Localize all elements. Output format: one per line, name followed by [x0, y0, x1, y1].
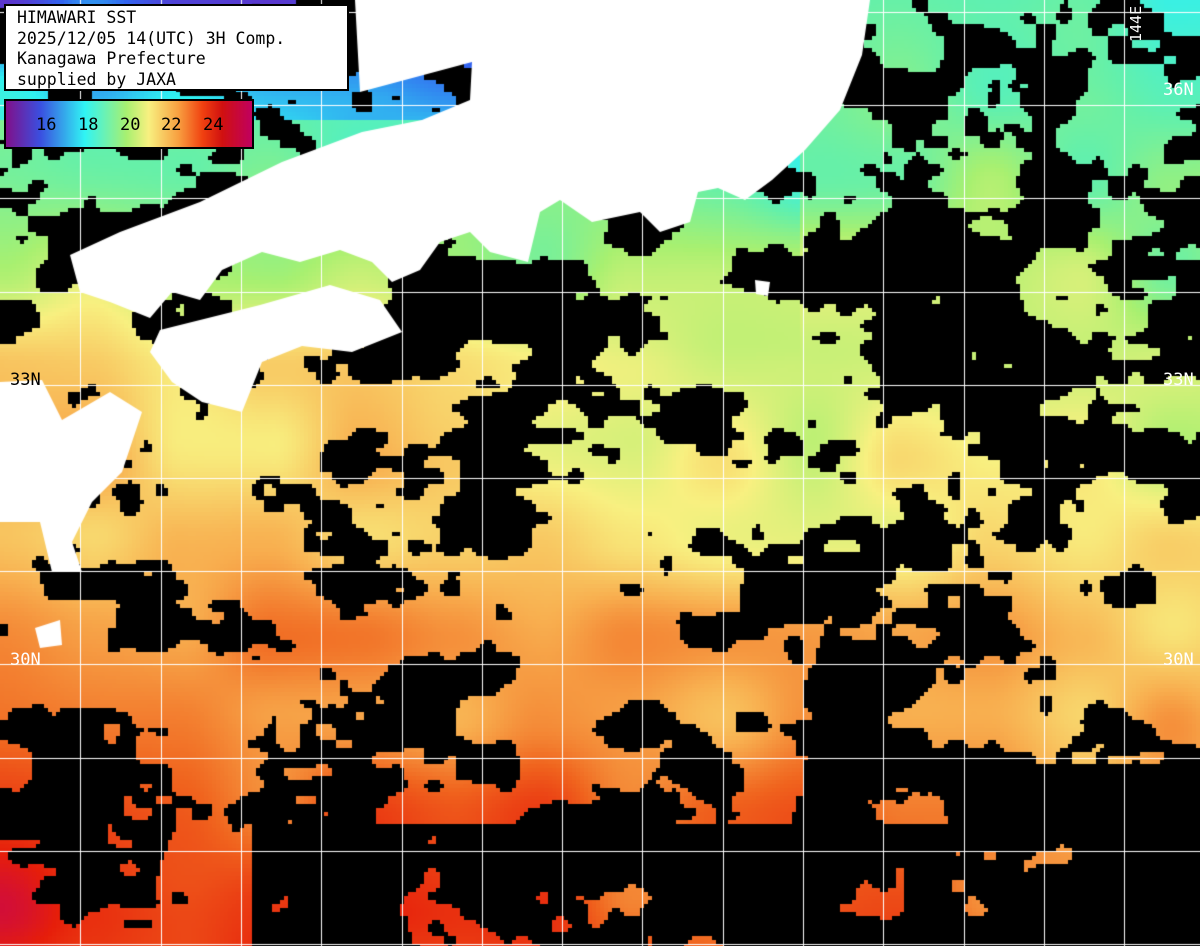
color-scale-legend: 16 18 20 22 24: [4, 99, 254, 149]
credit-line: supplied by JAXA: [17, 69, 176, 89]
legend-tick: 22: [161, 115, 182, 135]
lon-label-138e: 138E: [484, 5, 502, 42]
legend-tick: 16: [36, 115, 57, 135]
datetime-line: 2025/12/05 14(UTC) 3H Comp.: [17, 28, 286, 48]
legend-tick: 18: [78, 115, 99, 135]
legend-tick: 20: [120, 115, 141, 135]
lat-label-33n-left: 33N: [10, 370, 41, 390]
lat-label-30n-right: 30N: [1163, 650, 1194, 670]
info-box: HIMAWARI SST 2025/12/05 14(UTC) 3H Comp.…: [4, 4, 349, 91]
lat-label-36n: 36N: [1163, 80, 1194, 100]
lat-label-33n-right: 33N: [1163, 370, 1194, 390]
title-line: HIMAWARI SST: [17, 8, 137, 27]
region-line: Kanagawa Prefecture: [17, 49, 206, 68]
legend-tick: 24: [203, 115, 224, 135]
lon-label-144e: 144E: [1127, 5, 1145, 42]
lat-label-30n-left: 30N: [10, 650, 41, 670]
